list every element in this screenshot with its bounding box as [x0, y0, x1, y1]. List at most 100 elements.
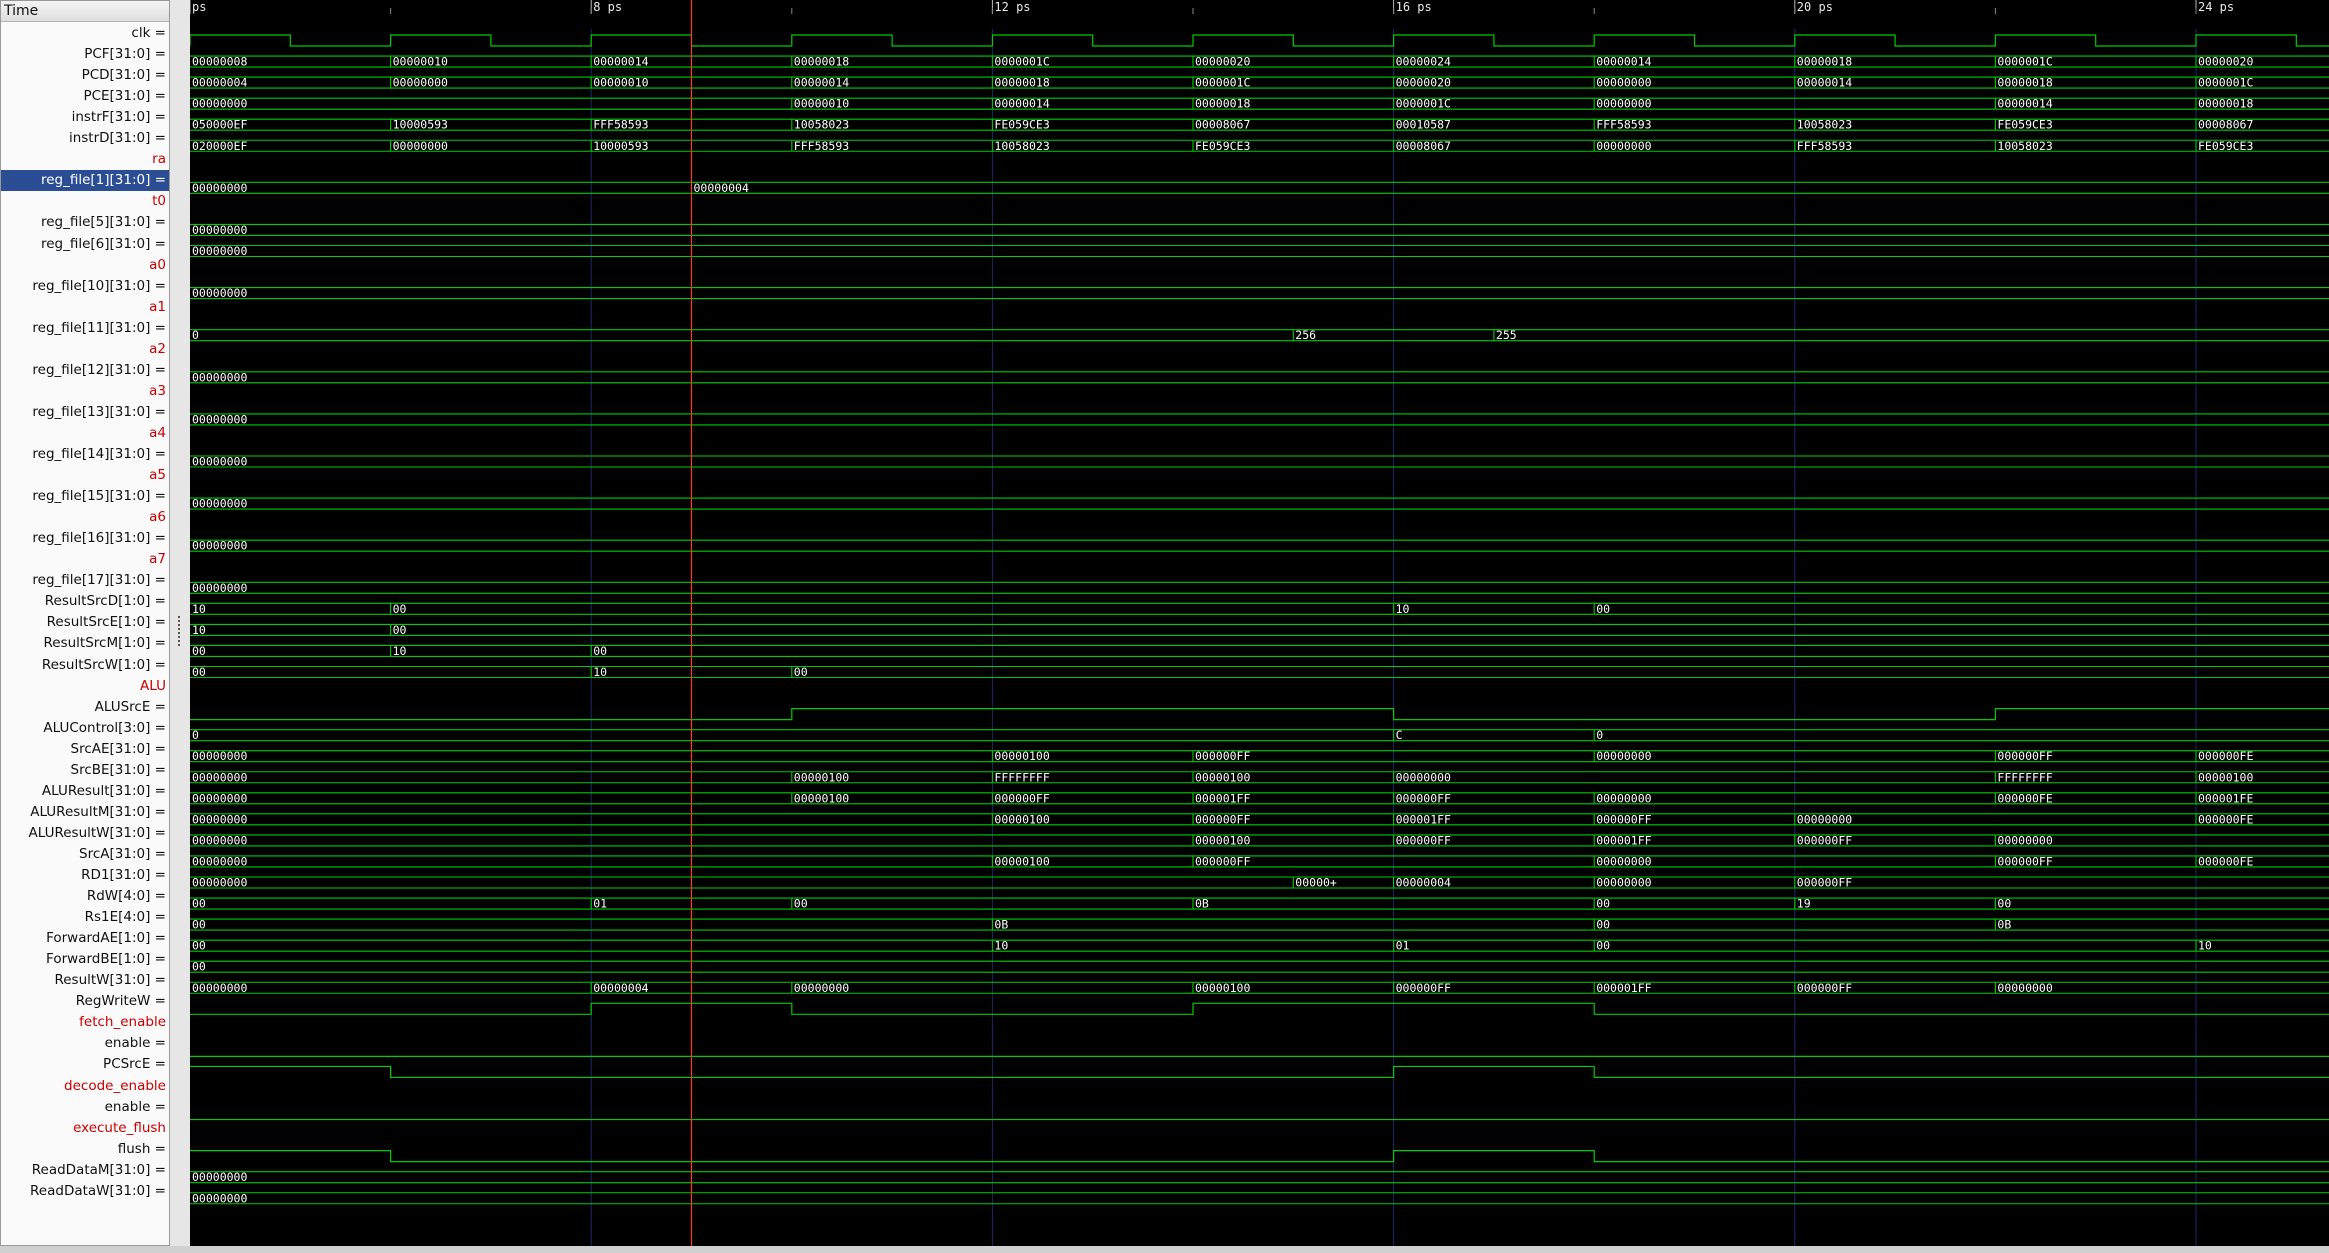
signal-name[interactable]: ALUResultM[31:0] =	[1, 802, 169, 823]
signal-group-label[interactable]: a3	[1, 381, 169, 402]
signal-group-label[interactable]: a4	[1, 423, 169, 444]
signal-name[interactable]: SrcAE[31:0] =	[1, 739, 169, 760]
horizontal-scrollbar[interactable]	[0, 1246, 2329, 1253]
signal-name[interactable]: reg_file[13][31:0] =	[1, 402, 169, 423]
signal-name[interactable]: ResultSrcE[1:0] =	[1, 612, 169, 633]
waveform-instrd-31-0[interactable]: 020000EF 00000000 10000593 FFF58593 10058023…	[190, 139, 2329, 153]
signal-name[interactable]: ALUSrcE =	[1, 697, 169, 718]
signal-name[interactable]: reg_file[11][31:0] =	[1, 318, 169, 339]
signal-name[interactable]: ResultW[31:0] =	[1, 970, 169, 991]
signal-name[interactable]: instrF[31:0] =	[1, 107, 169, 128]
signal-name[interactable]: clk =	[1, 23, 169, 44]
signal-name[interactable]: ALUResultW[31:0] =	[1, 823, 169, 844]
signal-group-label[interactable]: a2	[1, 339, 169, 360]
waveform-resultsrcw-1-0[interactable]: 00 10 00	[190, 665, 2329, 679]
waveform-reg-file-12-31-0[interactable]: 00000000	[190, 370, 2329, 384]
waveform-reg-file-11-31-0[interactable]: 0256255254253	[190, 328, 2329, 342]
waveform-rs1e-4-0[interactable]: 000B000B000B000B	[190, 918, 2329, 932]
waveform-resultsrcd-1-0[interactable]: 100010001000100010	[190, 602, 2329, 616]
waveform-regwritew[interactable]	[190, 1002, 2329, 1015]
signal-group-label[interactable]: a5	[1, 465, 169, 486]
waveform-reg-file-14-31-0[interactable]: 00000000	[190, 455, 2329, 469]
signal-name[interactable]: ResultSrcD[1:0] =	[1, 591, 169, 612]
signal-name[interactable]: ForwardAE[1:0] =	[1, 928, 169, 949]
signal-group-label[interactable]: decode_enable	[1, 1076, 169, 1097]
waveform-instrf-31-0[interactable]: 050000EF 10000593 FFF58593 10058023 FE059CE3…	[190, 118, 2329, 132]
signal-name[interactable]: ALUResult[31:0] =	[1, 781, 169, 802]
signal-group-label[interactable]: fetch_enable	[1, 1012, 169, 1033]
waveform-srcbe-31-0[interactable]: 00000000 00000100 FFFFFFFF 00000100 00000000…	[190, 770, 2329, 784]
signal-name[interactable]: RegWriteW =	[1, 991, 169, 1012]
waveform-reg-file-6-31-0[interactable]: 00000000	[190, 244, 2329, 258]
waveform-reg-file-16-31-0[interactable]: 00000000	[190, 539, 2329, 553]
waveform-forwardbe-1-0[interactable]: 00	[190, 960, 2329, 974]
signal-name[interactable]: reg_file[1][31:0] =	[1, 170, 169, 192]
signal-group-label[interactable]: a7	[1, 549, 169, 570]
waveform-flush[interactable]	[190, 1150, 2329, 1163]
waveform-rdw-4-0[interactable]: 0001000B0019000B0019000B0019000B	[190, 897, 2329, 911]
pane-splitter[interactable]	[173, 0, 187, 1246]
signal-name[interactable]: flush =	[1, 1139, 169, 1160]
signal-name[interactable]: ReadDataM[31:0] =	[1, 1160, 169, 1181]
waveform-pcf-31-0[interactable]: 00000008 00000010 00000014 00000018 0000001C…	[190, 55, 2329, 69]
waveform-pcd-31-0[interactable]: 00000004 00000000 00000010 00000014 00000018…	[190, 76, 2329, 90]
signal-group-label[interactable]: t0	[1, 191, 169, 212]
signal-name[interactable]: enable =	[1, 1097, 169, 1118]
waveform-forwardae-1-0[interactable]: 001001001001001001001001	[190, 939, 2329, 953]
signal-name[interactable]: reg_file[16][31:0] =	[1, 528, 169, 549]
waveform-pcsrce[interactable]	[190, 1065, 2329, 1079]
signal-name[interactable]: reg_file[6][31:0] =	[1, 234, 169, 255]
signal-name[interactable]: PCE[31:0] =	[1, 86, 169, 107]
splitter-grip-icon[interactable]	[178, 616, 182, 646]
waveform-reg-file-5-31-0[interactable]: 00000000	[190, 223, 2329, 237]
waveform-reg-file-10-31-0[interactable]: 00000000	[190, 286, 2329, 300]
signal-name[interactable]: ReadDataW[31:0] =	[1, 1181, 169, 1202]
waveform-alusrce[interactable]	[190, 708, 2329, 721]
waveform-reg-file-13-31-0[interactable]: 00000000	[190, 412, 2329, 426]
waveform-aluresultw-31-0[interactable]: 00000000 00000100 000000FF 000001FF 000000FF…	[190, 833, 2329, 847]
signal-name[interactable]: RdW[4:0] =	[1, 886, 169, 907]
waveform-aluresultm-31-0[interactable]: 00000000 00000100 000000FF 000001FF 000000FF…	[190, 812, 2329, 826]
signal-name[interactable]: reg_file[17][31:0] =	[1, 570, 169, 591]
signal-name[interactable]: reg_file[15][31:0] =	[1, 486, 169, 507]
waveform-pce-31-0[interactable]: 00000000 00000010 00000014 00000018 0000001C…	[190, 97, 2329, 111]
waveform-clk[interactable]	[190, 34, 2329, 47]
signal-name[interactable]: enable =	[1, 1033, 169, 1054]
signal-group-label[interactable]: ALU	[1, 676, 169, 697]
signal-name[interactable]: SrcA[31:0] =	[1, 844, 169, 865]
signal-group-label[interactable]: ra	[1, 149, 169, 170]
signal-name[interactable]: instrD[31:0] =	[1, 128, 169, 149]
waveform-reg-file-17-31-0[interactable]: 00000000	[190, 581, 2329, 595]
waveform-resultw-31-0[interactable]: 00000000 00000004 00000000 00000100 000000FF…	[190, 981, 2329, 995]
signal-group-label[interactable]: a0	[1, 255, 169, 276]
waveform-readdatam-31-0[interactable]: 00000000	[190, 1170, 2329, 1184]
waveform-reg-file-1-31-0[interactable]: 00000000 00000004	[190, 181, 2329, 195]
waveform-srcae-31-0[interactable]: 00000000 00000100 000000FF 00000000 000000FF…	[190, 749, 2329, 763]
signal-group-label[interactable]: execute_flush	[1, 1118, 169, 1139]
signal-group-label[interactable]: a6	[1, 507, 169, 528]
signal-name[interactable]: ResultSrcM[1:0] =	[1, 633, 169, 654]
signal-group-label[interactable]: a1	[1, 297, 169, 318]
signal-name[interactable]: ResultSrcW[1:0] =	[1, 655, 169, 676]
signal-name[interactable]: reg_file[10][31:0] =	[1, 276, 169, 297]
signal-name[interactable]: reg_file[12][31:0] =	[1, 360, 169, 381]
signal-name[interactable]: Rs1E[4:0] =	[1, 907, 169, 928]
signal-name[interactable]: PCF[31:0] =	[1, 44, 169, 65]
signal-name[interactable]: PCSrcE =	[1, 1054, 169, 1075]
waveform-resultsrce-1-0[interactable]: 10 00	[190, 623, 2329, 637]
signal-name[interactable]: SrcBE[31:0] =	[1, 760, 169, 781]
waveform-alucontrol-3-0[interactable]: 0C0C0C0C	[190, 728, 2329, 742]
waveform-readdataw-31-0[interactable]: 00000000	[190, 1191, 2329, 1205]
signal-name[interactable]: PCD[31:0] =	[1, 65, 169, 86]
signal-name[interactable]: reg_file[14][31:0] =	[1, 444, 169, 465]
signal-name[interactable]: ALUControl[3:0] =	[1, 718, 169, 739]
waveform-aluresult-31-0[interactable]: 00000000 00000100 000000FF 000001FF 000000FF…	[190, 791, 2329, 805]
signal-name-panel[interactable]: Time clk = PCF[31:0] = PCD[31:0] = PCE[31:0…	[0, 0, 170, 1246]
signal-name[interactable]: ForwardBE[1:0] =	[1, 949, 169, 970]
waveform-rd1-31-0[interactable]: 0000000000000+0000000400000000000000FF00…	[190, 876, 2329, 890]
signal-name[interactable]: reg_file[5][31:0] =	[1, 212, 169, 233]
waveform-reg-file-15-31-0[interactable]: 00000000	[190, 497, 2329, 511]
waveform-srca-31-0[interactable]: 00000000 00000100 000000FF 00000000 000000FF…	[190, 854, 2329, 868]
